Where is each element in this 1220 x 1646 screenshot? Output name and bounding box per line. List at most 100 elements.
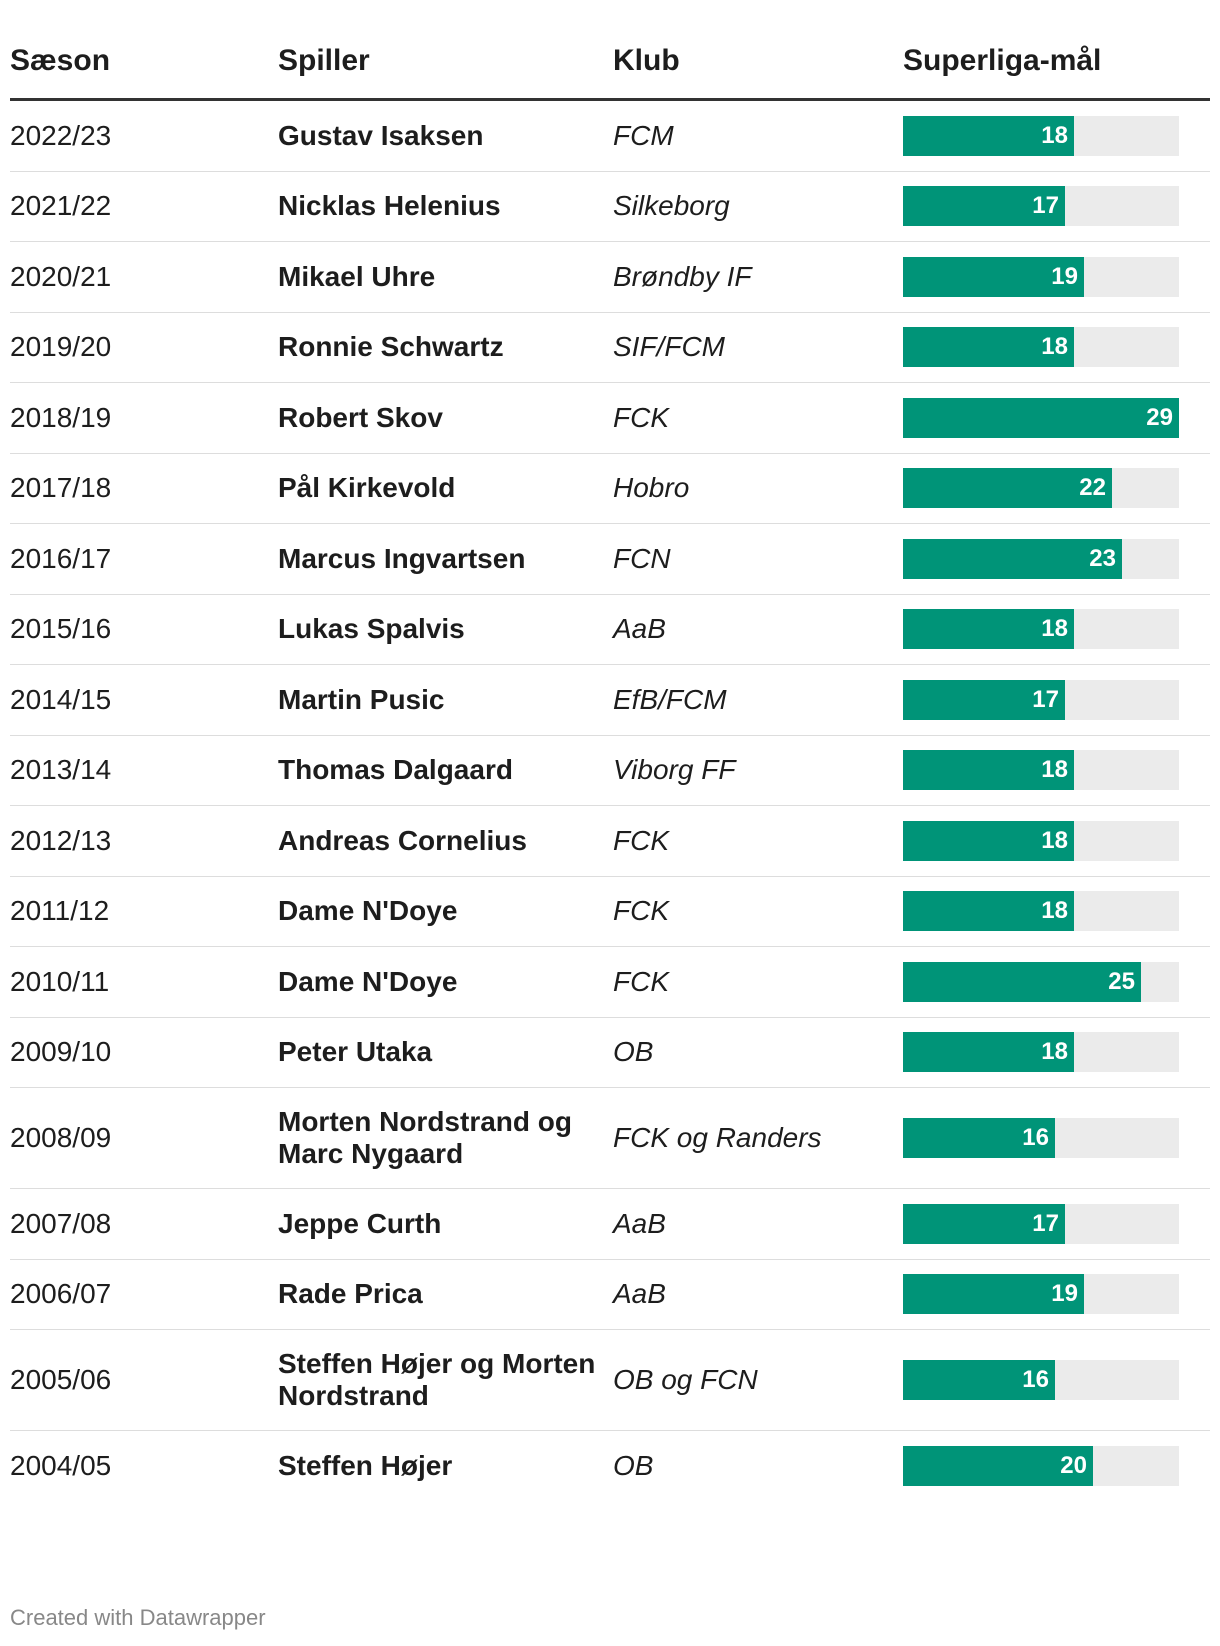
goals-cell: 23 (903, 524, 1210, 594)
player-cell: Marcus Ingvartsen (278, 542, 526, 574)
goals-bar: 18 (903, 327, 1074, 368)
bar-track: 16 (903, 1118, 1179, 1158)
player-cell: Mikael Uhre (278, 260, 436, 292)
bar-track: 22 (903, 468, 1179, 509)
bar-track: 19 (903, 256, 1179, 297)
bar-track: 17 (903, 1203, 1179, 1244)
club-cell: EfB/FCM (613, 683, 727, 715)
table-row: 2009/10 Peter Utaka OB 18 (10, 1018, 1210, 1088)
club-cell: AaB (613, 613, 666, 645)
club-cell: Silkeborg (613, 190, 730, 222)
goals-cell: 19 (903, 1260, 1210, 1330)
table-row: 2022/23 Gustav Isaksen FCM 18 (10, 101, 1210, 172)
goals-cell: 25 (903, 947, 1210, 1017)
table-body: 2022/23 Gustav Isaksen FCM 18 2021/22 Nicklas… (10, 101, 1210, 1502)
goals-cell: 18 (903, 313, 1210, 383)
club-cell: AaB (613, 1207, 666, 1239)
player-cell: Steffen Højer (278, 1450, 453, 1482)
season-cell: 2015/16 (10, 613, 112, 645)
goals-bar: 16 (903, 1360, 1055, 1400)
bar-track: 23 (903, 538, 1179, 579)
goals-value-label: 18 (1041, 1038, 1068, 1066)
goals-cell: 18 (903, 736, 1210, 806)
club-cell: Brøndby IF (613, 260, 752, 292)
season-cell: 2021/22 (10, 190, 112, 222)
season-cell: 2020/21 (10, 260, 112, 292)
goals-cell: 16 (903, 1330, 1210, 1430)
club-cell: OB (613, 1036, 654, 1068)
goals-cell: 18 (903, 101, 1210, 171)
season-cell: 2007/08 (10, 1207, 112, 1239)
goals-bar: 16 (903, 1118, 1055, 1158)
goals-bar: 20 (903, 1446, 1093, 1487)
table-row: 2016/17 Marcus Ingvartsen FCN 23 (10, 524, 1210, 595)
bar-track: 18 (903, 327, 1179, 368)
season-cell: 2008/09 (10, 1122, 112, 1153)
goals-value-label: 16 (1022, 1124, 1049, 1151)
bar-track: 18 (903, 820, 1179, 861)
player-cell: Robert Skov (278, 401, 443, 433)
player-cell: Steffen Højer og Morten Nordstrand (278, 1348, 596, 1411)
goals-bar: 23 (903, 538, 1122, 579)
bar-track: 17 (903, 679, 1179, 720)
player-cell: Ronnie Schwartz (278, 331, 504, 363)
club-cell: AaB (613, 1278, 666, 1310)
bar-track: 16 (903, 1360, 1179, 1400)
season-cell: 2017/18 (10, 472, 112, 504)
table-row: 2014/15 Martin Pusic EfB/FCM 17 (10, 665, 1210, 736)
goals-bar: 18 (903, 820, 1074, 861)
table-row: 2005/06 Steffen Højer og Morten Nordstran… (10, 1330, 1210, 1431)
club-cell: FCK (613, 895, 669, 927)
goals-bar: 29 (903, 397, 1179, 438)
season-cell: 2014/15 (10, 683, 112, 715)
table-row: 2015/16 Lukas Spalvis AaB 18 (10, 595, 1210, 665)
goals-cell: 18 (903, 1018, 1210, 1088)
table-row: 2018/19 Robert Skov FCK 29 (10, 383, 1210, 454)
table-row: 2004/05 Steffen Højer OB 20 (10, 1431, 1210, 1502)
club-cell: Hobro (613, 472, 690, 504)
player-cell: Rade Prica (278, 1278, 423, 1310)
goals-value-label: 19 (1051, 1280, 1078, 1308)
goals-value-label: 17 (1032, 685, 1059, 713)
goals-bar: 22 (903, 468, 1112, 509)
header-club: Klub (613, 44, 680, 77)
season-cell: 2011/12 (10, 895, 110, 927)
goals-value-label: 16 (1022, 1366, 1049, 1393)
table-row: 2007/08 Jeppe Curth AaB 17 (10, 1189, 1210, 1260)
goals-value-label: 18 (1041, 826, 1068, 854)
club-cell: FCM (613, 119, 674, 151)
table-row: 2019/20 Ronnie Schwartz SIF/FCM 18 (10, 313, 1210, 383)
goals-cell: 17 (903, 1189, 1210, 1259)
table-header: Sæson Spiller Klub Superliga-mål (10, 0, 1210, 101)
goals-value-label: 19 (1051, 262, 1078, 290)
club-cell: FCK (613, 824, 669, 856)
goals-cell: 18 (903, 806, 1210, 876)
goals-bar: 17 (903, 1203, 1065, 1244)
goals-value-label: 18 (1041, 615, 1068, 643)
club-cell: FCK (613, 965, 669, 997)
player-cell: Thomas Dalgaard (278, 754, 513, 786)
goals-value-label: 20 (1060, 1452, 1087, 1480)
goals-value-label: 17 (1032, 1209, 1059, 1237)
season-cell: 2005/06 (10, 1364, 112, 1395)
player-cell: Peter Utaka (278, 1036, 433, 1068)
goals-bar: 17 (903, 186, 1065, 227)
bar-track: 18 (903, 115, 1179, 156)
goals-cell: 20 (903, 1431, 1210, 1502)
table-row: 2011/12 Dame N'Doye FCK 18 (10, 877, 1210, 947)
season-cell: 2006/07 (10, 1278, 112, 1310)
header-season: Sæson (10, 44, 111, 77)
goals-value-label: 18 (1041, 121, 1068, 149)
top-scorers-table: Sæson Spiller Klub Superliga-mål 2022/23… (10, 0, 1210, 1502)
player-cell: Martin Pusic (278, 683, 445, 715)
goals-cell: 22 (903, 454, 1210, 524)
table-row: 2008/09 Morten Nordstrand og Marc Nygaard… (10, 1088, 1210, 1189)
table-row: 2010/11 Dame N'Doye FCK 25 (10, 947, 1210, 1018)
season-cell: 2019/20 (10, 331, 112, 363)
table-row: 2013/14 Thomas Dalgaard Viborg FF 18 (10, 736, 1210, 806)
goals-cell: 19 (903, 242, 1210, 312)
season-cell: 2016/17 (10, 542, 112, 574)
bar-track: 19 (903, 1274, 1179, 1315)
season-cell: 2022/23 (10, 119, 112, 151)
goals-bar: 18 (903, 891, 1074, 932)
